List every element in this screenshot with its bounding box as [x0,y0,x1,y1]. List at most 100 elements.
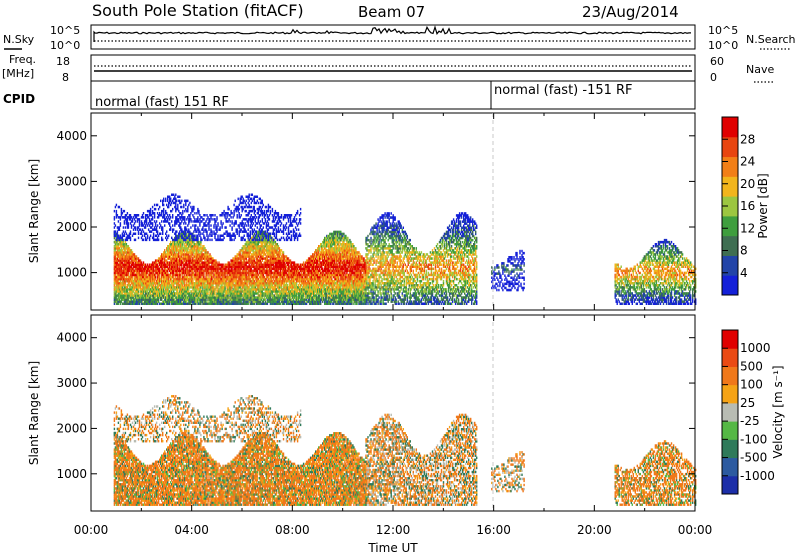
power-echo-cell [117,302,120,305]
noise-tick-bottom-right: 10^0 [708,39,738,52]
power-echo-cell [118,300,121,303]
power-echo-cell [121,263,124,266]
power-echo-cell [118,265,121,268]
power-echo-cell [119,257,122,260]
power-echo-cell [121,271,124,275]
power-echo-cell [119,273,122,277]
power-echo-cell [114,257,117,260]
power-echo-cell [121,261,124,264]
power-echo-cell [114,296,117,299]
power-echo-cell [115,294,118,297]
power-echo-cell [119,290,122,293]
power-echo-cell [118,243,121,246]
cpid-label: CPID [3,92,35,106]
power-echo-cell [116,261,119,264]
nsky-label: N.Sky [3,33,35,46]
power-echo-cell [113,255,116,258]
nave-tick-top: 60 [710,55,724,68]
power-echo-cell [116,265,119,268]
power-echo-cell [118,261,121,264]
power-echo-cell [121,288,124,291]
power-echo-cell [115,296,118,299]
power-echo-cell [118,255,121,258]
power-echo-cell [116,271,119,275]
cpid-label-2: normal (fast) -151 RF [494,83,633,98]
power-echo-cell [113,245,116,248]
frequency-panel: Freq. [MHz] 18 8 60 0 Nave [2,53,774,84]
power-echo-cell [114,259,117,262]
power-echo-cell [117,284,120,287]
freq-unit-label: [MHz] [2,67,34,80]
power-echo-cell [115,234,118,238]
power-echo-cell [118,292,121,295]
power-echo-cell [118,275,121,279]
power-echo-cell [123,292,126,295]
power-echo-cell [121,245,124,248]
power-echo-cell [115,236,118,240]
power-echo-cell [114,290,117,293]
power-echo-cell [113,271,116,275]
power-echo-cell [122,298,125,301]
power-echo-cell [122,245,125,248]
power-echo-cell [114,247,117,250]
power-echo-cell [122,253,125,256]
power-echo-cell [119,238,122,242]
power-echo-cell [114,294,117,297]
power-echo-cell [120,261,123,264]
power-echo-cell [121,302,124,305]
power-echo-cell [115,251,118,254]
power-echo-cell [121,298,124,301]
power-echo-cell [120,273,123,277]
power-echo-cell [113,282,116,285]
power-echo-cell [117,296,120,299]
power-echo-cell [117,269,120,273]
power-echo-cell [120,243,123,246]
power-echo-cell [121,257,124,260]
power-echo-cell [113,288,116,291]
power-echo-cell [117,259,120,262]
power-echo-cell [120,238,123,242]
power-echo-cell [116,259,119,262]
power-echo-cell [115,286,118,289]
power-echo-cell [116,257,119,260]
power-echo-cell [114,273,117,277]
power-echo-cell [117,238,120,242]
power-echo-cell [122,267,125,271]
power-echo-cell [116,288,119,291]
power-echo-cell [122,265,125,268]
power-echo-cell [119,288,122,291]
power-echo-cell [120,298,123,301]
power-echo-cell [120,245,123,248]
power-echo-cell [115,261,118,264]
noise-tick-top-right: 10^5 [708,24,738,37]
power-echo-cell [118,257,121,260]
nave-label: Nave [746,63,774,76]
power-echo-cell [113,292,116,295]
power-echo-cell [113,277,116,281]
power-echo-cell [115,259,118,262]
power-echo-cell [114,300,117,303]
freq-tick-top: 18 [56,55,70,68]
power-echo-cell [121,273,124,277]
power-echo-cell [118,267,121,271]
power-echo-cell [120,296,123,299]
power-echo-cell [114,298,117,301]
power-echo-cell [123,286,126,289]
power-echo-cell [115,302,118,305]
power-echo-cell [119,302,122,305]
power-echo-cell [121,255,124,258]
power-echo-cell [114,240,117,244]
power-echo-cell [120,271,123,275]
power-echo-cell [113,284,116,287]
power-echo-cell [113,302,116,305]
power-echo-cell [116,282,119,285]
power-echo-cell [122,275,125,279]
power-echo-cell [117,273,120,277]
power-echo-cell [121,282,124,285]
power-echo-cell [121,259,124,262]
power-echo-cell [122,282,125,285]
power-echoes [113,193,697,305]
power-echo-cell [119,294,122,297]
cpid-panel-frame [90,80,696,110]
power-echo-cell [123,294,126,297]
